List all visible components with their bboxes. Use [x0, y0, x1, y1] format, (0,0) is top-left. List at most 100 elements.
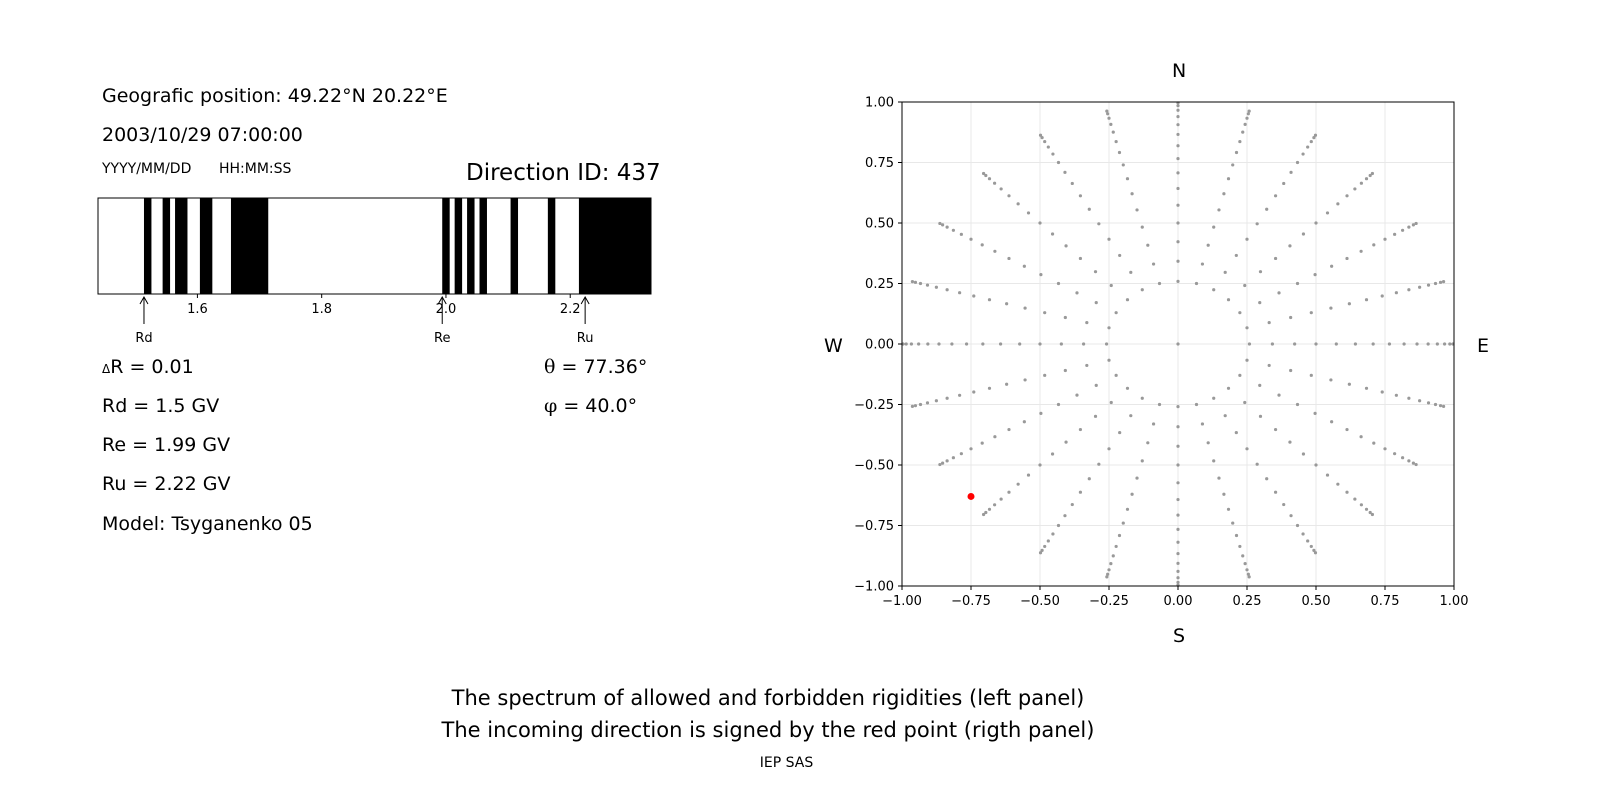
theta-value: θ = 77.36°: [544, 358, 647, 377]
direction-point: [1206, 441, 1210, 445]
direction-point: [1359, 503, 1363, 507]
direction-point: [1414, 221, 1418, 226]
direction-point: [1226, 298, 1231, 302]
incoming-direction-point: [967, 492, 975, 500]
direction-point: [1372, 441, 1376, 445]
direction-point: [1234, 150, 1239, 155]
direction-point: [1109, 283, 1113, 288]
direction-point: [1243, 122, 1247, 126]
direction-point: [1273, 256, 1278, 261]
direction-point: [1106, 572, 1110, 576]
direction-point: [1056, 160, 1061, 165]
direction-point: [1314, 342, 1318, 346]
direction-point: [1345, 427, 1349, 432]
direction-point: [1383, 447, 1387, 451]
direction-point: [934, 285, 938, 289]
direction-point: [1301, 152, 1305, 156]
direction-point: [1104, 342, 1109, 346]
x-tick-label: 1.00: [1440, 594, 1469, 609]
direction-point: [1258, 383, 1262, 387]
direction-point: [1231, 521, 1235, 525]
direction-point: [1313, 411, 1317, 416]
direction-point: [987, 507, 992, 511]
direction-point: [1121, 163, 1125, 167]
direction-point: [1273, 194, 1278, 198]
direction-point: [1106, 112, 1110, 116]
direction-point: [1345, 256, 1349, 261]
direction-point: [1329, 378, 1333, 382]
direction-point: [1393, 452, 1397, 456]
time-format-label: HH:MM:SS: [219, 161, 292, 177]
forbidden-band: [199, 198, 213, 294]
direction-point: [1247, 575, 1251, 579]
direction-point: [1063, 315, 1067, 320]
direction-point: [1109, 400, 1113, 405]
direction-point: [1241, 554, 1245, 558]
direction-point: [1107, 447, 1111, 451]
direction-point: [1039, 411, 1043, 416]
direction-point: [1245, 447, 1249, 451]
direction-point: [959, 232, 963, 236]
direction-point: [1125, 507, 1130, 511]
direction-point: [1050, 452, 1055, 456]
direction-point: [1234, 430, 1238, 435]
direction-point: [1314, 463, 1318, 467]
direction-point: [999, 187, 1003, 191]
direction-point: [937, 342, 941, 346]
direction-point: [1085, 363, 1089, 368]
direction-point: [1411, 223, 1415, 227]
direction-point: [1426, 283, 1431, 287]
direction-point: [1288, 244, 1292, 248]
direction-point: [1289, 170, 1293, 174]
direction-point: [1359, 181, 1363, 185]
y-tick-label: 1.00: [865, 96, 894, 111]
direction-point: [917, 342, 921, 346]
direction-point: [1380, 390, 1384, 394]
direction-point: [1387, 342, 1392, 346]
direction-point: [1026, 473, 1031, 477]
direction-point: [1243, 400, 1247, 405]
marker-arrowhead: [139, 295, 149, 305]
y-tick-label: 0.75: [865, 156, 894, 171]
direction-point: [1176, 405, 1180, 409]
direction-point: [1414, 462, 1418, 467]
direction-point: [1176, 540, 1180, 544]
direction-point: [1347, 382, 1351, 386]
direction-point: [958, 291, 962, 295]
direction-point: [926, 342, 930, 346]
direction-point: [1007, 256, 1011, 261]
direction-point: [1043, 544, 1047, 549]
direction-point: [1226, 177, 1231, 181]
direction-point: [1007, 194, 1011, 198]
direction-point: [1364, 298, 1369, 302]
direction-point: [1245, 568, 1249, 572]
direction-point: [1370, 512, 1375, 517]
direction-point: [1441, 280, 1446, 284]
direction-point: [1129, 414, 1133, 418]
direction-point: [945, 288, 949, 292]
direction-point: [1121, 521, 1125, 525]
direction-point: [1016, 482, 1020, 486]
direction-point: [1258, 301, 1262, 305]
forbidden-band: [454, 198, 463, 294]
compass-east: E: [1477, 335, 1490, 357]
direction-point: [1407, 459, 1411, 463]
direction-point: [1206, 243, 1210, 247]
direction-point: [1267, 320, 1271, 325]
direction-point: [1330, 420, 1334, 424]
direction-point: [1023, 306, 1027, 310]
direction-point: [951, 456, 955, 460]
direction-point: [1176, 497, 1180, 502]
direction-point: [1325, 473, 1330, 477]
direction-point: [1176, 576, 1180, 580]
direction-point: [1157, 402, 1162, 407]
direction-point: [1217, 476, 1221, 480]
direction-point: [1383, 237, 1387, 241]
direction-point: [1111, 130, 1115, 134]
delta-r-value: ΔR = 0.01: [102, 358, 194, 377]
direction-point: [1022, 264, 1026, 268]
direction-point: [1094, 383, 1098, 387]
direction-point: [1407, 396, 1411, 400]
direction-point: [1146, 243, 1150, 247]
direction-point: [1097, 462, 1101, 466]
